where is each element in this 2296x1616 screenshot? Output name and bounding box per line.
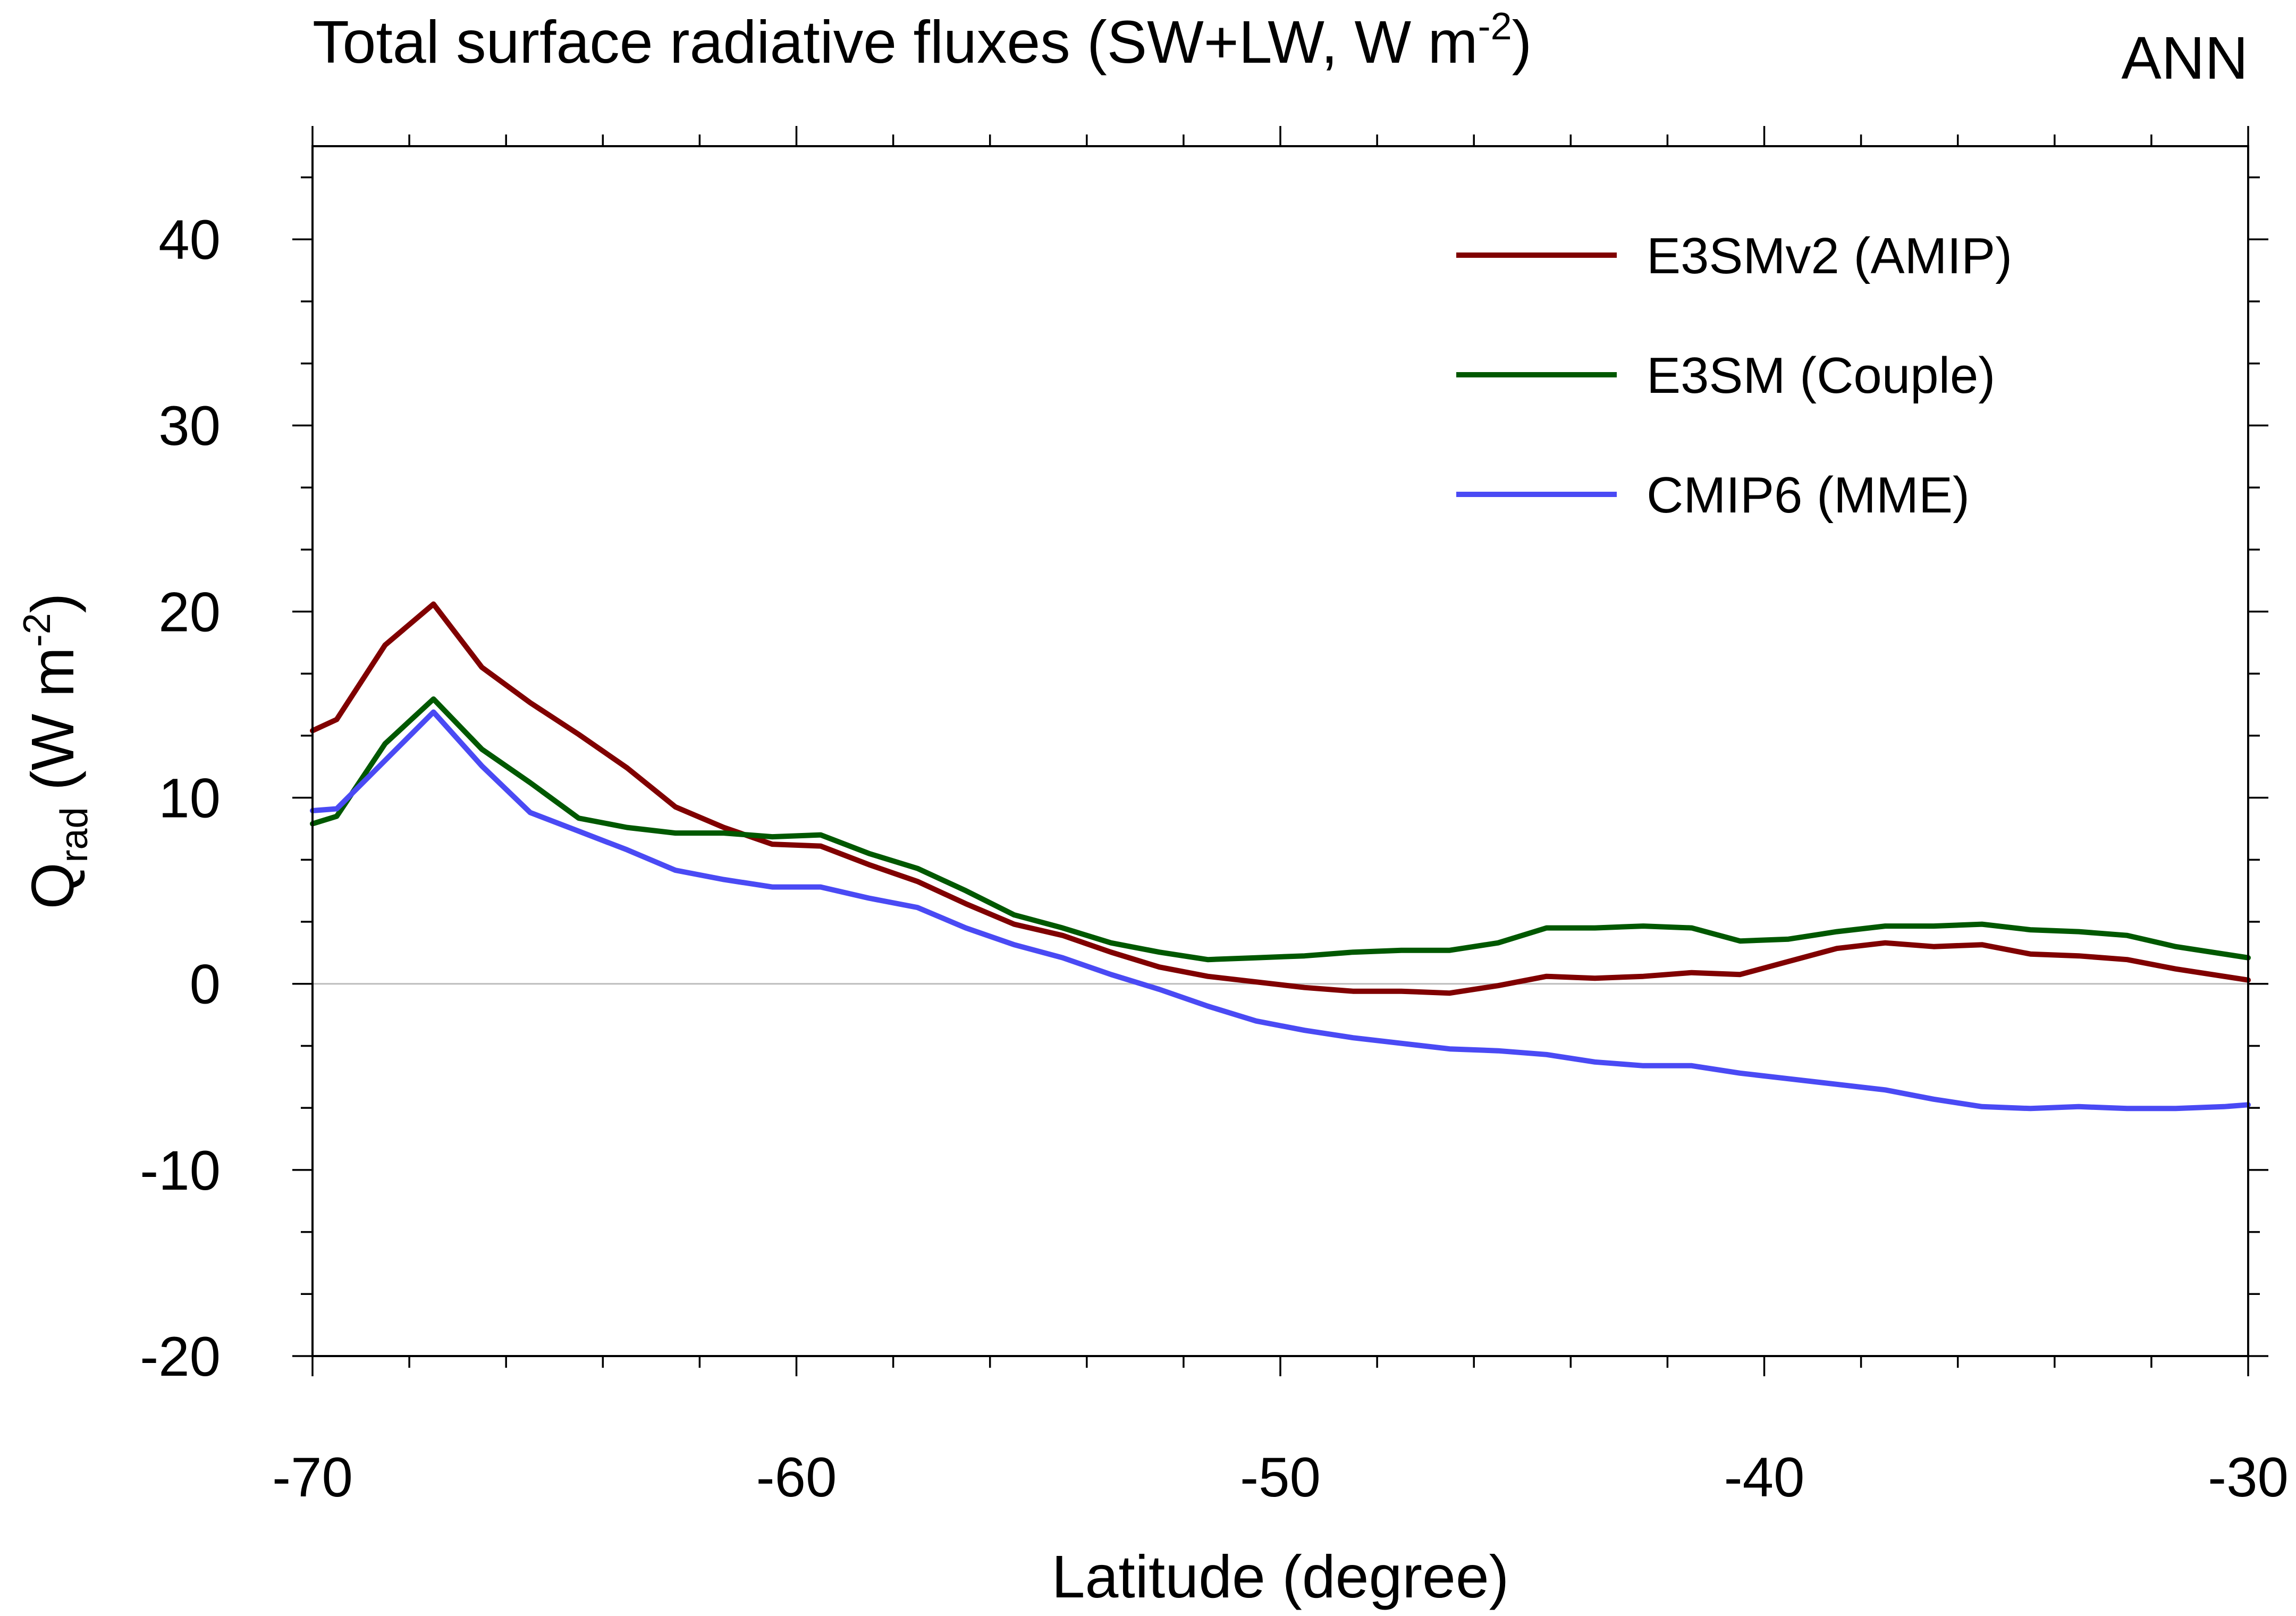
y-tick-label: 10 xyxy=(158,768,221,830)
x-tick-labels: -70 -60 -50 -40 -30 xyxy=(272,1446,2289,1509)
y-axis-label: Qrad (W m-2) xyxy=(16,593,96,910)
y-tick-label: -20 xyxy=(140,1326,221,1388)
plot-frame xyxy=(311,145,2249,1357)
y-tick-labels: -20 -10 0 10 20 30 40 xyxy=(140,209,221,1388)
y-tick-label: 40 xyxy=(158,209,221,271)
legend-label: E3SMv2 (AMIP) xyxy=(1647,228,2012,284)
series-lines xyxy=(310,601,2251,1112)
season-label: ANN xyxy=(2121,24,2248,91)
y-tick-label: -10 xyxy=(140,1140,221,1202)
y-tick-label: 0 xyxy=(190,954,221,1016)
y-tick-label: 30 xyxy=(158,395,221,457)
legend: E3SMv2 (AMIP) E3SM (Couple) CMIP6 (MME) xyxy=(1456,228,2012,524)
x-tick-label: -40 xyxy=(1724,1446,1805,1509)
x-tick-label: -60 xyxy=(756,1446,837,1509)
series-line-cmip6-mme xyxy=(310,709,2251,1112)
x-tick-label: -50 xyxy=(1240,1446,1321,1509)
axis-ticks xyxy=(292,126,2268,1376)
x-tick-label: -30 xyxy=(2208,1446,2289,1509)
legend-label: E3SM (Couple) xyxy=(1647,347,1995,404)
series-line-e3smv2-amip xyxy=(310,601,2251,996)
legend-label: CMIP6 (MME) xyxy=(1647,467,1970,524)
chart-title: Total surface radiative fluxes (SW+LW, W… xyxy=(313,5,1532,75)
svg-text:Qrad (W m-2): Qrad (W m-2) xyxy=(16,593,96,910)
x-axis-label: Latitude (degree) xyxy=(1052,1543,1509,1610)
y-tick-label: 20 xyxy=(158,581,221,643)
x-tick-label: -70 xyxy=(272,1446,353,1509)
series-line-e3sm-couple xyxy=(310,696,2251,963)
